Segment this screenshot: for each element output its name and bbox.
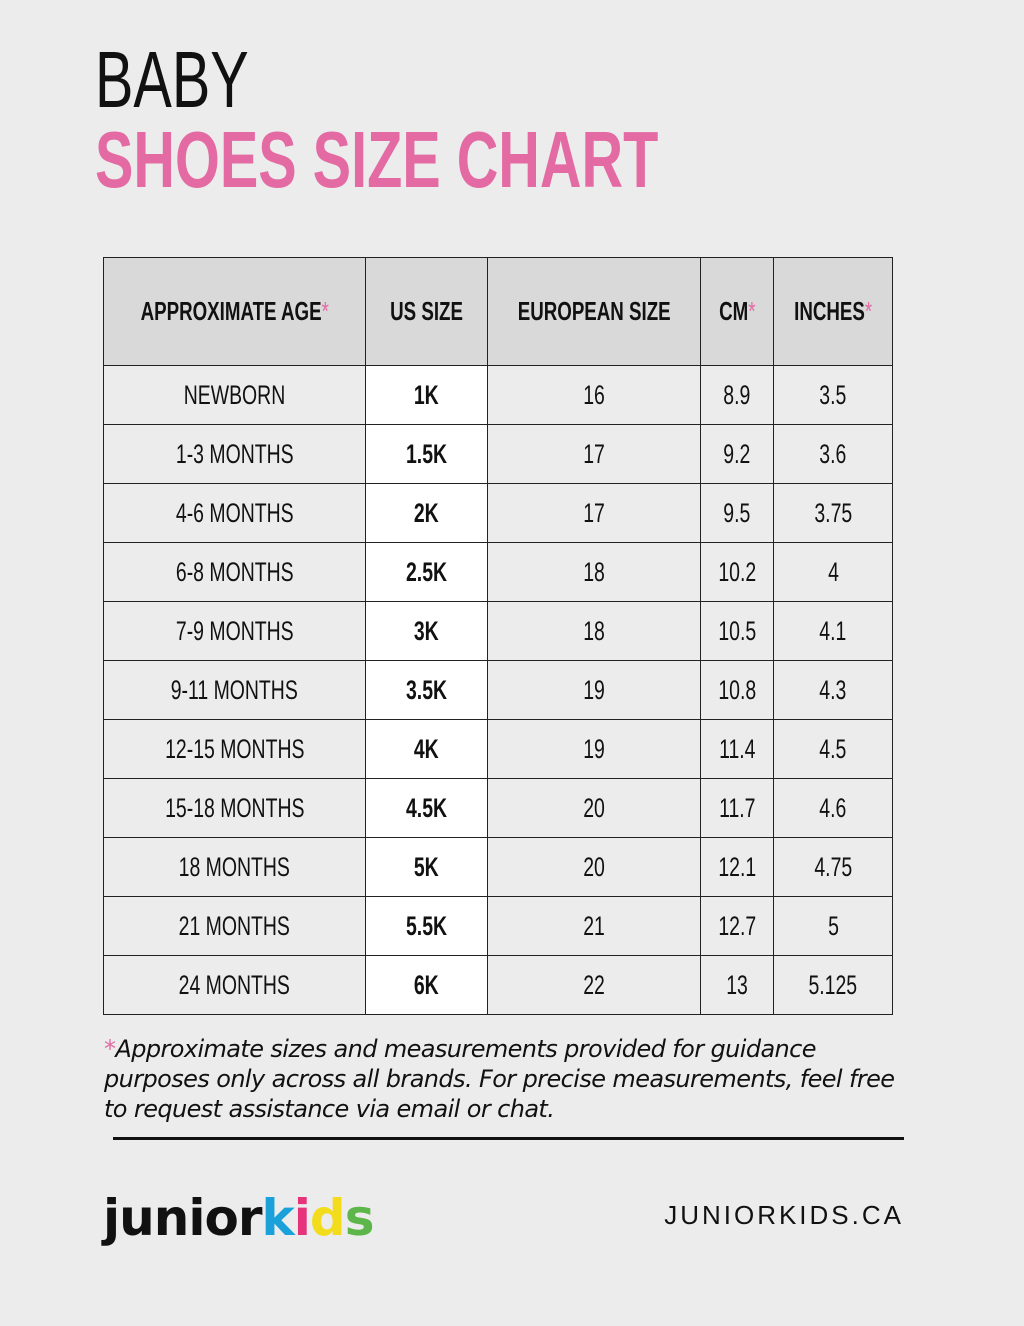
table-cell: 12.7: [700, 896, 775, 956]
footnote: *Approximate sizes and measurements prov…: [104, 1035, 895, 1123]
table-cell: 21 MONTHS: [102, 896, 367, 956]
table-row: 6-8 MONTHS 2.5K 18 10.2 4: [102, 542, 893, 602]
table-cell: 3.75: [773, 483, 893, 543]
table-cell: 19: [486, 660, 702, 720]
table-cell: 1.5K: [365, 424, 488, 484]
table-cell: 4.1: [773, 601, 893, 661]
table-cell: 4.6: [773, 778, 893, 838]
table-cell: 12-15 MONTHS: [102, 719, 367, 779]
table-row: NEWBORN 1K 16 8.9 3.5: [102, 365, 893, 425]
column-header: US SIZE: [365, 257, 488, 366]
table-cell: 2K: [365, 483, 488, 543]
table-cell: 10.5: [700, 601, 775, 661]
column-header: INCHES*: [773, 257, 893, 366]
table-cell: 3.5K: [365, 660, 488, 720]
table-cell: 4-6 MONTHS: [102, 483, 367, 543]
juniorkids-logo: juniorkids: [103, 1189, 374, 1247]
table-cell: 8.9: [700, 365, 775, 425]
table-cell: 17: [486, 424, 702, 484]
table-cell: 3.6: [773, 424, 893, 484]
table-cell: 16: [486, 365, 702, 425]
column-header: EUROPEAN SIZE: [486, 257, 702, 366]
table-cell: 7-9 MONTHS: [102, 601, 367, 661]
table-row: 21 MONTHS 5.5K 21 12.7 5: [102, 896, 893, 956]
table-row: 4-6 MONTHS 2K 17 9.5 3.75: [102, 483, 893, 543]
table-cell: 21: [486, 896, 702, 956]
table-cell: 9.5: [700, 483, 775, 543]
table-cell: 18 MONTHS: [102, 837, 367, 897]
table-cell: 22: [486, 955, 702, 1015]
divider: [113, 1137, 904, 1140]
table-cell: 4: [773, 542, 893, 602]
table-row: 1-3 MONTHS 1.5K 17 9.2 3.6: [102, 424, 893, 484]
column-header: CM*: [700, 257, 775, 366]
table-cell: 11.7: [700, 778, 775, 838]
title-line-2: SHOES SIZE CHART: [95, 115, 659, 204]
table-cell: 18: [486, 542, 702, 602]
table-cell: 4.5: [773, 719, 893, 779]
table-row: 12-15 MONTHS 4K 19 11.4 4.5: [102, 719, 893, 779]
table-cell: 18: [486, 601, 702, 661]
table-cell: 10.8: [700, 660, 775, 720]
table-cell: 1-3 MONTHS: [102, 424, 367, 484]
table-cell: 11.4: [700, 719, 775, 779]
table-row: 7-9 MONTHS 3K 18 10.5 4.1: [102, 601, 893, 661]
table-cell: 12.1: [700, 837, 775, 897]
size-chart-table: APPROXIMATE AGE* US SIZE EUROPEAN SIZE CM* I…: [102, 257, 893, 1015]
table-cell: 3.5: [773, 365, 893, 425]
table-cell: 17: [486, 483, 702, 543]
table-cell: 19: [486, 719, 702, 779]
table-cell: 24 MONTHS: [102, 955, 367, 1015]
title-line-1: BABY: [95, 35, 249, 124]
table-cell: 5.125: [773, 955, 893, 1015]
table-cell: 4.3: [773, 660, 893, 720]
table-cell: 13: [700, 955, 775, 1015]
table-cell: 4.75: [773, 837, 893, 897]
table-cell: NEWBORN: [102, 365, 367, 425]
table-header-row: APPROXIMATE AGE* US SIZE EUROPEAN SIZE CM* I…: [102, 257, 893, 366]
table-row: 15-18 MONTHS 4.5K 20 11.7 4.6: [102, 778, 893, 838]
table-cell: 1K: [365, 365, 488, 425]
table-cell: 20: [486, 778, 702, 838]
table-cell: 5K: [365, 837, 488, 897]
table-cell: 15-18 MONTHS: [102, 778, 367, 838]
table-cell: 6K: [365, 955, 488, 1015]
website-link[interactable]: JUNIORKIDS.CA: [664, 1200, 904, 1230]
table-cell: 2.5K: [365, 542, 488, 602]
table-cell: 5: [773, 896, 893, 956]
table-row: 18 MONTHS 5K 20 12.1 4.75: [102, 837, 893, 897]
table-cell: 9-11 MONTHS: [102, 660, 367, 720]
table-row: 24 MONTHS 6K 22 13 5.125: [102, 955, 893, 1015]
column-header: APPROXIMATE AGE*: [102, 257, 367, 366]
table-cell: 20: [486, 837, 702, 897]
table-cell: 9.2: [700, 424, 775, 484]
table-cell: 4.5K: [365, 778, 488, 838]
table-cell: 6-8 MONTHS: [102, 542, 367, 602]
table-cell: 10.2: [700, 542, 775, 602]
table-cell: 3K: [365, 601, 488, 661]
table-cell: 5.5K: [365, 896, 488, 956]
table-row: 9-11 MONTHS 3.5K 19 10.8 4.3: [102, 660, 893, 720]
table-cell: 4K: [365, 719, 488, 779]
